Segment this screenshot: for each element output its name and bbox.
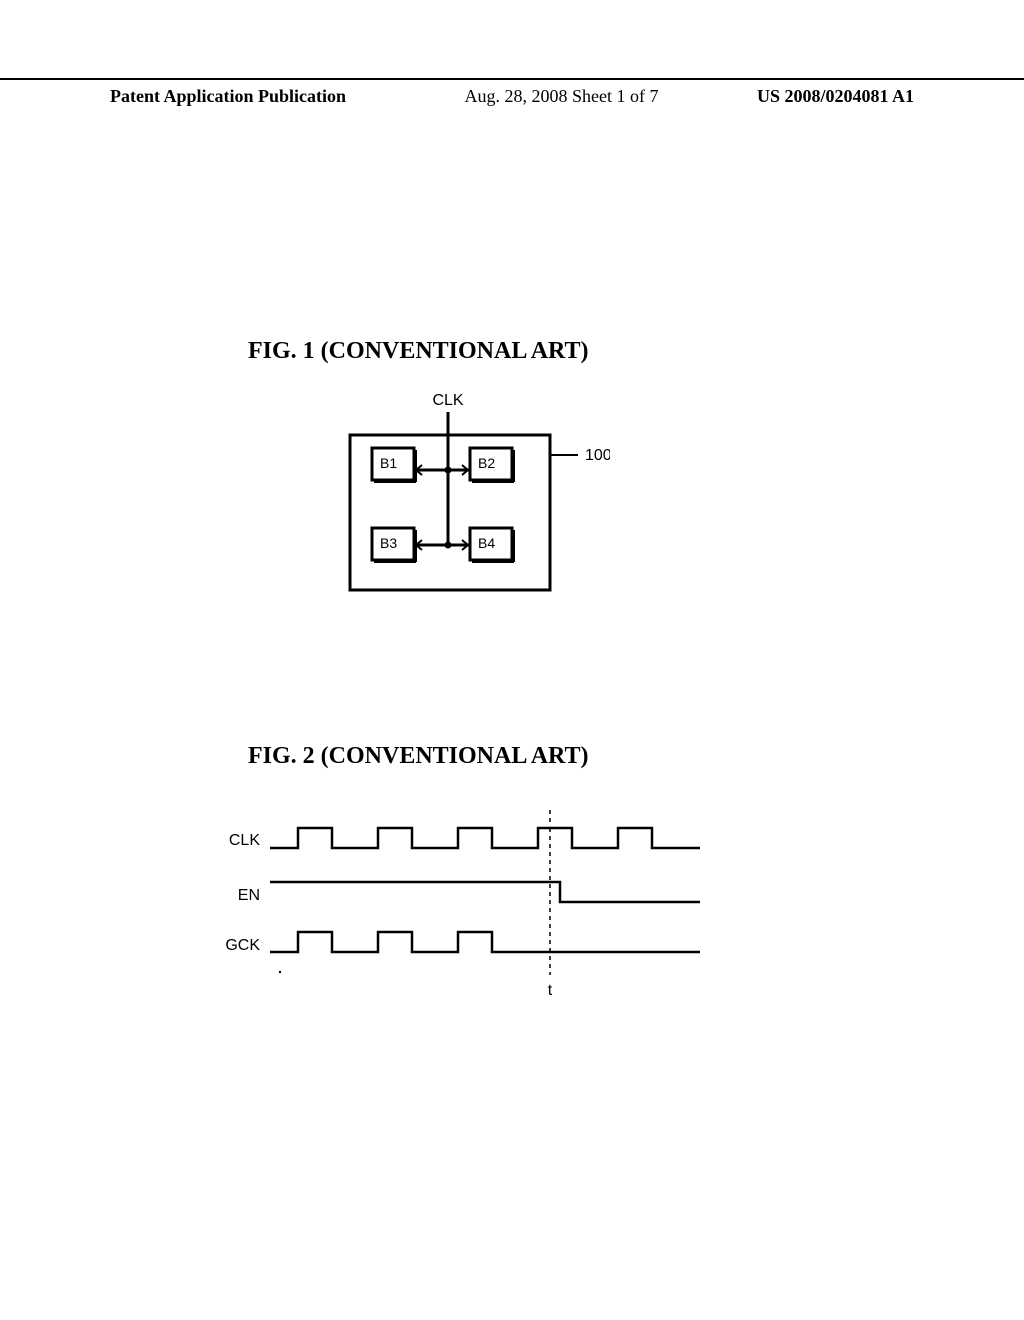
block-b4: B4: [470, 528, 514, 562]
header-left: Patent Application Publication: [0, 86, 346, 107]
block-b1: B1: [372, 448, 416, 482]
fig1-diagram: CLK 100 B1 B2 B3: [330, 390, 590, 600]
t-label: t: [548, 982, 553, 999]
fig2-diagram: CLK EN GCK t: [220, 800, 780, 1000]
sig-clk-label: CLK: [229, 832, 260, 849]
node-row1: [445, 467, 452, 474]
node-row2: [445, 542, 452, 549]
fig1-title: FIG. 1 (CONVENTIONAL ART): [248, 338, 589, 365]
sig-en-wave: [270, 882, 700, 902]
fig2-title: FIG. 2 (CONVENTIONAL ART): [248, 743, 589, 770]
clk-label: CLK: [432, 392, 463, 409]
page-header: Patent Application Publication Aug. 28, …: [0, 78, 1024, 107]
sig-gck-wave: [270, 932, 700, 952]
sig-gck-label: GCK: [225, 937, 260, 954]
svg-text:B4: B4: [478, 535, 495, 551]
svg-text:B3: B3: [380, 535, 397, 551]
sig-clk-wave: [270, 828, 700, 848]
block-b3: B3: [372, 528, 416, 562]
ref-num: 100: [585, 447, 610, 464]
header-right: US 2008/0204081 A1: [757, 86, 1024, 107]
svg-text:B1: B1: [380, 455, 397, 471]
header-center: Aug. 28, 2008 Sheet 1 of 7: [346, 86, 757, 107]
block-b2: B2: [470, 448, 514, 482]
sig-en-label: EN: [238, 887, 260, 904]
svg-text:B2: B2: [478, 455, 495, 471]
dot: [279, 971, 281, 973]
